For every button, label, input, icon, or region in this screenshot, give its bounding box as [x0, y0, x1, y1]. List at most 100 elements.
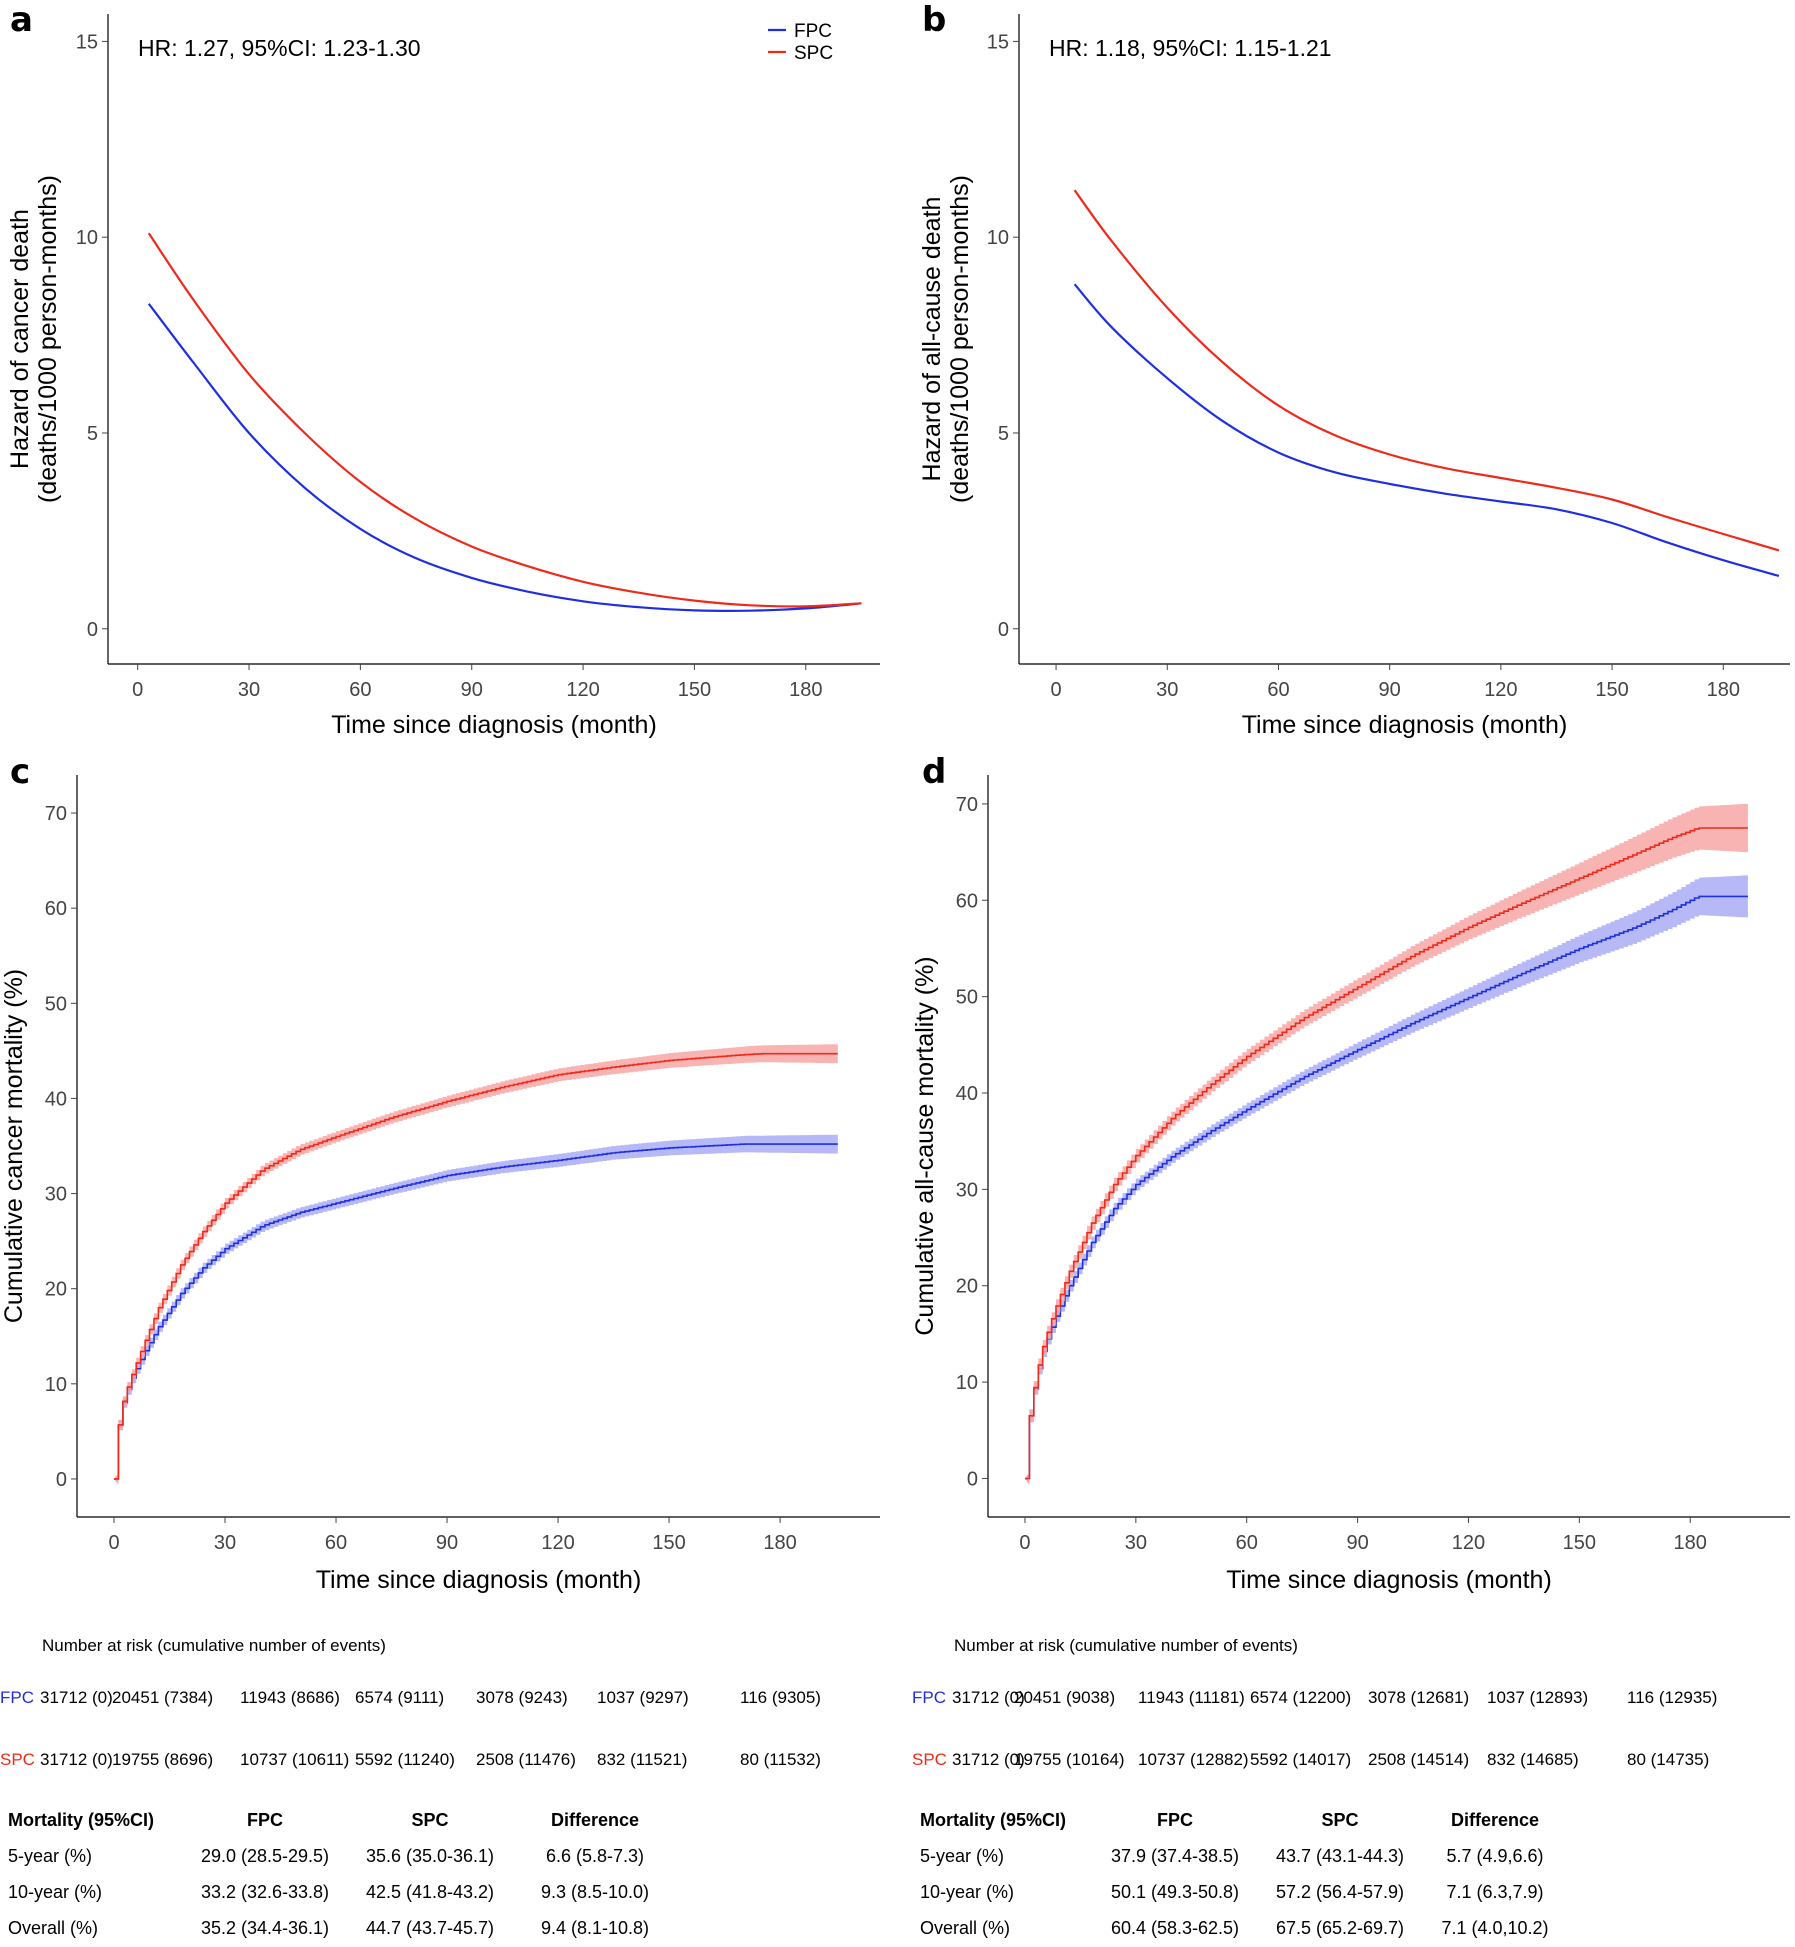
y-tick-label: 15: [987, 31, 1009, 53]
x-tick-label: 150: [652, 1532, 685, 1554]
y-tick-label: 5: [998, 423, 1009, 445]
x-tick-label: 60: [325, 1532, 347, 1554]
mortality-cell: 60.4 (58.3-62.5): [1110, 1918, 1240, 1938]
x-tick-label: 60: [349, 679, 371, 701]
mortality-cell: 7.1 (6.3,7.9): [1446, 1882, 1544, 1902]
x-tick-label: 0: [132, 679, 143, 701]
x-axis-label: Time since diagnosis (month): [1226, 1566, 1552, 1594]
risk-table-right: Number at risk (cumulative number of eve…: [912, 1636, 1795, 1776]
y-tick-label: 0: [967, 1468, 978, 1490]
x-tick-label: 120: [1452, 1532, 1485, 1554]
ci-band-spc: [114, 1044, 838, 1485]
risk-group-fpc: FPC: [0, 1688, 34, 1707]
x-tick-label: 150: [1563, 1532, 1596, 1554]
risk-group-fpc: FPC: [912, 1688, 946, 1707]
risk-cell: 80 (14735): [1627, 1750, 1710, 1769]
series-line-fpc: [1025, 895, 1748, 1480]
series-line-spc: [114, 1052, 838, 1480]
x-tick-label: 60: [1267, 679, 1289, 701]
y-axis-label: (deaths/1000 person-months): [946, 175, 974, 503]
hr-annotation: HR: 1.27, 95%CI: 1.23-1.30: [138, 35, 421, 61]
risk-cell: 19755 (10164): [1014, 1750, 1125, 1769]
y-axis-label: Cumulative cancer mortality (%): [0, 969, 28, 1323]
risk-cell: 2508 (11476): [476, 1750, 576, 1769]
mortality-cell: 57.2 (56.4-57.9): [1275, 1882, 1405, 1902]
hr-annotation: HR: 1.18, 95%CI: 1.15-1.21: [1049, 35, 1332, 61]
x-tick-label: 0: [108, 1532, 119, 1554]
risk-cell: 19755 (8696): [112, 1750, 214, 1769]
mortality-header-cell: Difference: [550, 1810, 640, 1830]
mortality-header-cell: SPC: [1321, 1810, 1359, 1830]
mortality-cell: 10-year (%): [920, 1882, 1015, 1902]
mortality-cell: 50.1 (49.3-50.8): [1110, 1882, 1240, 1902]
y-tick-label: 70: [956, 794, 978, 816]
mortality-header-cell: Difference: [1450, 1810, 1540, 1830]
y-tick-label: 50: [45, 993, 67, 1015]
x-tick-label: 90: [1346, 1532, 1368, 1554]
y-tick-label: 40: [45, 1088, 67, 1110]
x-tick-label: 30: [214, 1532, 236, 1554]
risk-cell: 31712 (0): [40, 1750, 113, 1769]
mortality-cell: 7.1 (4.0,10.2): [1441, 1918, 1549, 1938]
x-tick-label: 150: [678, 679, 711, 701]
mortality-cell: 37.9 (37.4-38.5): [1110, 1846, 1240, 1866]
risk-cell: 116 (9305): [740, 1688, 821, 1707]
y-axis-label: Hazard of cancer death: [6, 209, 34, 469]
x-tick-label: 30: [238, 679, 260, 701]
x-axis-label: Time since diagnosis (month): [1242, 711, 1568, 739]
y-tick-label: 0: [87, 619, 98, 641]
y-tick-label: 15: [76, 31, 98, 53]
y-tick-label: 10: [45, 1374, 67, 1396]
mortality-cell: 29.0 (28.5-29.5): [200, 1846, 330, 1866]
y-tick-label: 10: [76, 227, 98, 249]
panel-letter-c: c: [10, 752, 31, 792]
panel-letter-b: b: [922, 0, 947, 40]
risk-cell: 5592 (11240): [355, 1750, 455, 1769]
mortality-header-cell: FPC: [1157, 1810, 1193, 1830]
x-tick-label: 180: [1674, 1532, 1707, 1554]
mortality-cell: 42.5 (41.8-43.2): [365, 1882, 495, 1902]
risk-group-spc: SPC: [912, 1750, 947, 1769]
risk-cell: 10737 (12882): [1138, 1750, 1249, 1769]
mortality-cell: 43.7 (43.1-44.3): [1275, 1846, 1405, 1866]
x-tick-label: 120: [1484, 679, 1517, 701]
panel-letter-d: d: [922, 752, 947, 792]
y-tick-label: 70: [45, 803, 67, 825]
x-axis-label: Time since diagnosis (month): [316, 1566, 642, 1594]
risk-cell: 80 (11532): [740, 1750, 821, 1769]
x-tick-label: 180: [763, 1532, 796, 1554]
x-tick-label: 180: [789, 679, 822, 701]
x-tick-label: 30: [1156, 679, 1178, 701]
mortality-cell: 5-year (%): [920, 1846, 1005, 1866]
y-tick-label: 20: [45, 1279, 67, 1301]
x-tick-label: 180: [1707, 679, 1740, 701]
mortality-cell: 44.7 (43.7-45.7): [365, 1918, 495, 1938]
risk-cell: 10737 (10611): [240, 1750, 350, 1769]
mortality-table-left: Mortality (95%CI) FPC SPC Difference 5-year …: [0, 1810, 900, 1947]
x-tick-label: 90: [436, 1532, 458, 1554]
mortality-cell: 5.7 (4.9,6.6): [1446, 1846, 1544, 1866]
risk-cell: 3078 (9243): [476, 1688, 568, 1707]
mortality-cell: 6.6 (5.8-7.3): [545, 1846, 645, 1866]
x-tick-label: 120: [541, 1532, 574, 1554]
x-tick-label: 90: [461, 679, 483, 701]
y-tick-label: 30: [956, 1179, 978, 1201]
mortality-cell: 35.2 (34.4-36.1): [200, 1918, 330, 1938]
mortality-cell: 35.6 (35.0-36.1): [365, 1846, 495, 1866]
risk-cell: 3078 (12681): [1368, 1688, 1470, 1707]
risk-cell: 116 (12935): [1627, 1688, 1718, 1707]
y-tick-label: 40: [956, 1083, 978, 1105]
risk-cell: 832 (14685): [1487, 1750, 1579, 1769]
risk-cell: 11943 (8686): [240, 1688, 340, 1707]
y-axis-label: (deaths/1000 person-months): [34, 175, 62, 503]
y-tick-label: 50: [956, 987, 978, 1009]
mortality-cell: Overall (%): [8, 1918, 99, 1938]
risk-cell: 20451 (9038): [1014, 1688, 1116, 1707]
risk-group-spc: SPC: [0, 1750, 35, 1769]
x-tick-label: 150: [1595, 679, 1628, 701]
series-line-fpc: [1073, 283, 1780, 577]
legend-label-spc: SPC: [794, 43, 833, 64]
risk-cell: 2508 (14514): [1368, 1750, 1470, 1769]
mortality-header-cell: Mortality (95%CI): [920, 1810, 1067, 1830]
